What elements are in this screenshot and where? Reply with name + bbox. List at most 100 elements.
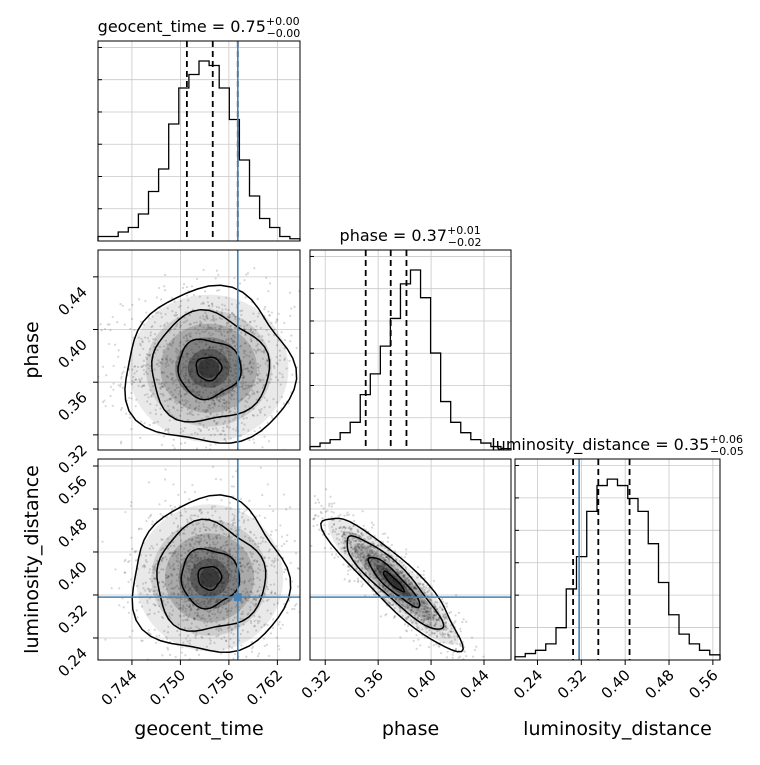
sample-point	[394, 590, 397, 593]
sample-point	[212, 394, 215, 397]
sample-point	[142, 347, 145, 350]
sample-point	[102, 401, 105, 404]
sample-point	[178, 330, 181, 334]
sample-point	[188, 564, 191, 568]
sample-point	[301, 561, 303, 563]
sample-point	[386, 536, 390, 539]
sample-point	[188, 369, 191, 372]
sample-point	[259, 410, 262, 413]
sample-point	[188, 323, 191, 326]
sample-point	[397, 585, 400, 588]
sample-point	[246, 569, 250, 572]
sample-point	[348, 565, 351, 569]
sample-point	[171, 361, 174, 364]
sample-point	[207, 338, 211, 341]
sample-point	[332, 523, 336, 526]
sample-point	[164, 603, 167, 606]
sample-point	[209, 391, 212, 395]
sample-point	[213, 523, 216, 526]
sample-point	[220, 580, 223, 584]
sample-point	[427, 618, 430, 621]
sample-point	[207, 326, 210, 329]
sample-point	[196, 395, 199, 398]
sample-point	[421, 587, 424, 590]
sample-point	[362, 542, 365, 546]
sample-point	[184, 607, 188, 610]
sample-point	[429, 598, 432, 601]
sample-point	[200, 366, 204, 369]
sample-point	[119, 442, 123, 445]
sample-point	[373, 563, 376, 566]
sample-point	[344, 527, 347, 530]
sample-point	[232, 495, 235, 498]
sample-point	[144, 559, 148, 562]
sample-point	[104, 638, 107, 641]
sample-point	[446, 602, 449, 605]
sample-point	[359, 535, 362, 538]
sample-point	[216, 610, 220, 614]
sample-point	[279, 627, 282, 630]
sample-point	[318, 501, 321, 504]
sample-point	[198, 562, 201, 565]
sample-point	[199, 360, 202, 363]
sample-point	[166, 399, 169, 402]
sample-point	[148, 423, 151, 427]
sample-point	[445, 656, 449, 659]
sample-point	[320, 512, 323, 515]
sample-point	[390, 564, 393, 567]
histogram-luminosity_distance	[514, 478, 721, 660]
sample-point	[246, 590, 249, 593]
sample-point	[195, 559, 199, 562]
sample-point	[275, 401, 278, 404]
sample-point	[209, 326, 212, 329]
sample-point	[183, 491, 187, 494]
sample-point	[228, 534, 231, 537]
sample-point	[263, 308, 266, 311]
sample-point	[252, 559, 255, 563]
sample-point	[228, 314, 232, 317]
sample-point	[200, 511, 204, 514]
sample-point	[249, 662, 251, 664]
sample-point	[229, 574, 233, 577]
sample-point	[401, 571, 405, 574]
sample-point	[341, 546, 344, 549]
sample-point	[413, 587, 416, 590]
sample-point	[276, 558, 279, 561]
sample-point	[219, 350, 222, 353]
x-axis-title-geocent_time: geocent_time	[134, 718, 263, 740]
sample-point	[249, 620, 252, 623]
sample-point	[411, 584, 414, 587]
sample-point	[217, 352, 221, 356]
sample-point	[202, 523, 205, 526]
sample-point	[390, 603, 393, 606]
sample-point	[372, 561, 375, 564]
hist-frame-geocent_time	[97, 40, 301, 242]
sample-point	[447, 636, 450, 639]
sample-point	[414, 612, 418, 615]
sample-point	[193, 407, 197, 411]
sample-point	[376, 544, 379, 547]
sample-point	[221, 557, 224, 561]
sample-point	[423, 591, 427, 595]
sample-point	[178, 607, 181, 610]
sample-point	[423, 601, 426, 605]
sample-point	[450, 627, 453, 630]
hist-yticks-luminosity_distance	[515, 464, 519, 629]
sample-point	[214, 369, 217, 372]
sample-point	[350, 545, 353, 549]
sample-point	[204, 408, 208, 412]
sample-point	[261, 339, 264, 342]
sample-point	[274, 321, 278, 324]
sample-point	[194, 399, 198, 402]
sample-point	[202, 602, 205, 605]
sample-point	[197, 427, 200, 430]
sample-point	[252, 379, 255, 383]
sample-point	[370, 551, 374, 555]
sample-point	[194, 556, 197, 559]
density-cell	[175, 337, 243, 400]
sample-point	[383, 566, 386, 569]
sample-point	[226, 613, 229, 616]
sample-point	[129, 553, 132, 556]
scatter-frame-phase-luminosity_distance	[309, 458, 512, 661]
sample-point	[343, 550, 347, 553]
